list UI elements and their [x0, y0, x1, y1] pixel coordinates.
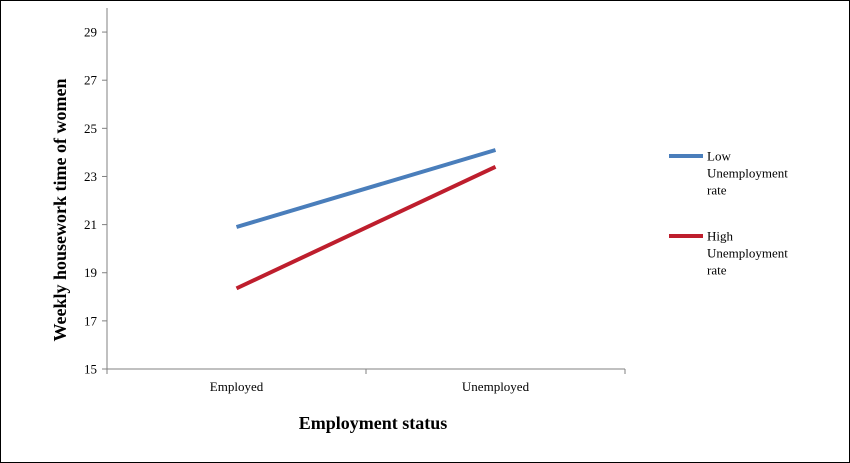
- y-tick-label: 27: [84, 73, 98, 88]
- legend-label-1: rate: [707, 263, 727, 278]
- y-tick-label: 29: [84, 25, 97, 40]
- series-layer: [235, 148, 497, 291]
- y-tick-label: 21: [84, 217, 97, 232]
- series-line-0: [235, 148, 497, 229]
- y-axis: 15 17 19 21 23 25 27 29: [84, 8, 108, 377]
- x-axis: Employed Unemployed: [106, 368, 626, 394]
- legend-label-1: Unemployment: [707, 246, 788, 261]
- legend-label-0: rate: [707, 183, 727, 198]
- legend: Low Unemployment rate High Unemployment rate: [669, 149, 788, 278]
- x-tick-label: Employed: [210, 379, 264, 394]
- series-line-1: [235, 165, 497, 291]
- y-tick-label: 17: [84, 313, 98, 328]
- y-tick-label: 23: [84, 169, 97, 184]
- x-axis-title: Employment status: [299, 413, 448, 433]
- legend-label-0: Unemployment: [707, 166, 788, 181]
- y-tick-label: 19: [84, 265, 97, 280]
- y-tick-label: 15: [84, 362, 97, 377]
- x-tick-label: Unemployed: [462, 379, 530, 394]
- y-axis-title: Weekly housework time of women: [50, 79, 70, 342]
- y-tick-label: 25: [84, 121, 97, 136]
- legend-label-0: Low: [707, 149, 731, 164]
- legend-label-1: High: [707, 229, 734, 244]
